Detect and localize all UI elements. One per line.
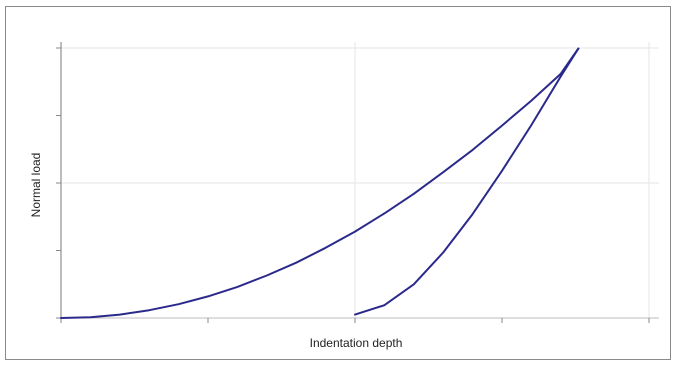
axes xyxy=(56,42,659,323)
loading-curve xyxy=(60,47,580,319)
unloading-curve xyxy=(354,47,580,316)
grid-lines xyxy=(57,42,659,322)
series-lines xyxy=(60,47,580,319)
y-axis-title: Normal load xyxy=(29,153,43,218)
load-depth-chart: Indentation depth Normal load xyxy=(29,42,659,350)
x-axis-title: Indentation depth xyxy=(310,336,403,350)
chart-frame: Indentation depth Normal load xyxy=(5,6,671,360)
